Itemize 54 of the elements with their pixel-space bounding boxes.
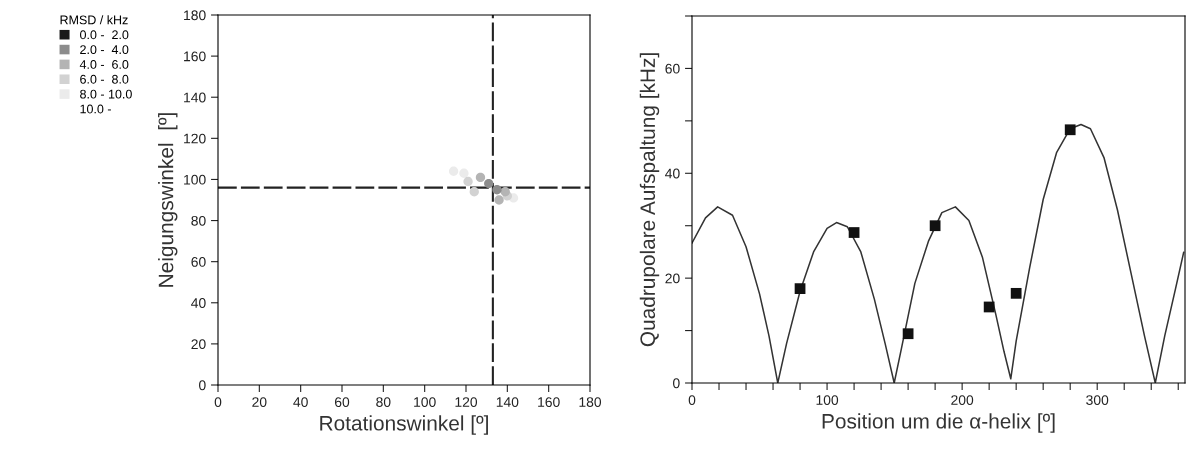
legend-label: 6.0 - 8.0: [80, 74, 129, 84]
x-tick-label: 200: [951, 395, 974, 406]
y-tick-label: 80: [191, 215, 206, 226]
y-tick-label: 0: [199, 380, 206, 391]
x-axis-title: Rotationswinkel [º]: [320, 415, 488, 435]
y-tick-label: 20: [665, 273, 680, 284]
y-tick-label: 100: [184, 174, 206, 185]
legend-label: 0.0 - 2.0: [80, 30, 129, 40]
point: [1064, 124, 1076, 136]
point: [902, 328, 914, 340]
y-tick-label: 0: [673, 378, 680, 389]
point: [475, 172, 486, 183]
point: [983, 301, 995, 313]
x-tick-label: 140: [496, 397, 519, 408]
y-axis-title: Quadrupolare Aufspaltung [kHz]: [639, 53, 660, 347]
legend-label: 4.0 - 6.0: [79, 60, 129, 69]
point: [469, 187, 479, 197]
x-tick-label: 20: [252, 397, 267, 408]
x-tick-label: 60: [334, 397, 350, 408]
x-tick-label: 40: [293, 397, 308, 408]
point: [494, 195, 504, 205]
x-tick-label: 100: [816, 395, 839, 406]
x-tick-label: 300: [1086, 395, 1109, 406]
x-tick-label: 100: [414, 397, 436, 408]
y-tick-label: 40: [191, 298, 206, 308]
y-tick-label: 180: [184, 10, 206, 21]
text: 10.0 -: [80, 104, 111, 114]
x-axis-title: Position um die α-helix [º]: [822, 413, 1055, 433]
point: [500, 187, 510, 197]
point: [484, 178, 494, 189]
x-tick-label: 0: [214, 397, 222, 408]
point: [492, 185, 502, 195]
point: [794, 283, 806, 295]
y-tick-label: 160: [184, 51, 206, 62]
y-tick-label: 140: [184, 92, 206, 103]
y-tick-label: 60: [191, 257, 206, 267]
y-tick-label: 20: [191, 339, 206, 350]
y-tick-label: 120: [184, 133, 206, 144]
legend-title: RMSD / kHz: [60, 15, 128, 25]
point: [463, 176, 473, 187]
y-tick-label: 60: [665, 63, 680, 74]
point: [1010, 287, 1022, 299]
x-tick-label: 180: [579, 397, 602, 408]
legend-label: 2.0 - 4.0: [80, 45, 129, 55]
x-tick-label: 160: [538, 397, 560, 408]
y-tick-label: 40: [665, 168, 680, 179]
legend-label: 8.0 - 10.0: [80, 89, 132, 99]
x-tick-label: 0: [688, 395, 696, 406]
y-axis-title: Neigungswinkel [º]: [158, 113, 178, 287]
point: [459, 168, 469, 178]
point: [848, 227, 860, 238]
x-tick-label: 80: [376, 397, 391, 408]
x-tick-label: 120: [455, 397, 478, 408]
point: [929, 220, 941, 232]
